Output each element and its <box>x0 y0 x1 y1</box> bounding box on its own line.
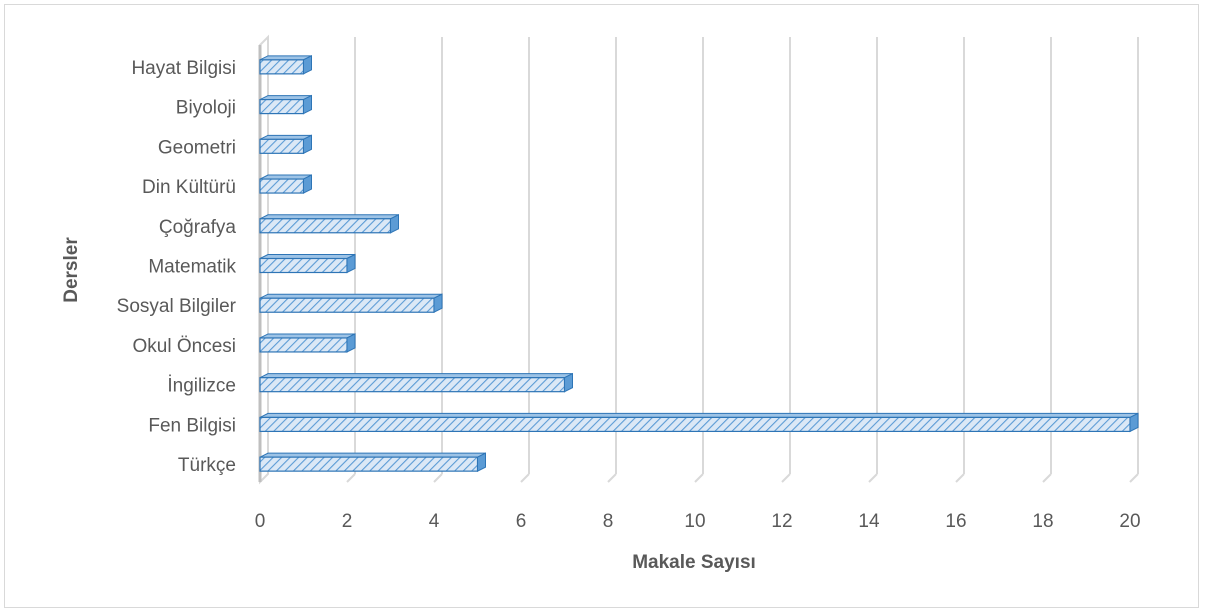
bar-end-face <box>303 134 312 155</box>
gridline-base <box>346 473 356 483</box>
bar-end-face <box>346 253 356 274</box>
bar-front-face <box>259 377 566 393</box>
bar-front-face <box>259 138 305 154</box>
bar-front-face <box>259 178 305 194</box>
y-category-label: Türkçe <box>178 455 236 476</box>
gridline-base <box>1042 473 1052 483</box>
y-category-label: Din Kültürü <box>142 177 236 198</box>
bar-i̇ngilizce <box>259 372 573 393</box>
x-tick-label: 8 <box>603 511 614 532</box>
gridline-base <box>955 473 965 483</box>
gridline-base <box>1129 473 1139 483</box>
x-axis-ticks: 0 2 4 6 8 10 12 14 16 18 20 <box>255 511 1141 532</box>
bar-fen-bilgisi <box>259 412 1139 433</box>
bar-biyoloji <box>259 94 312 115</box>
y-category-label: Geometri <box>158 137 236 158</box>
bar-top-face <box>259 333 356 339</box>
bar-front-face <box>259 257 348 274</box>
bar-geometri <box>259 134 312 155</box>
gridlines <box>346 37 1139 483</box>
bar-end-face <box>303 94 312 115</box>
x-tick-label: 14 <box>858 511 880 532</box>
y-category-label: Fen Bilgisi <box>148 415 236 436</box>
bar-front-face <box>259 59 305 75</box>
bar-front-face <box>259 98 305 115</box>
bar-matematik <box>259 253 356 274</box>
x-tick-label: 16 <box>945 511 966 532</box>
bars <box>259 55 1139 472</box>
bar-end-face <box>346 333 356 353</box>
bar-end-face <box>564 372 573 393</box>
bar-front-face <box>259 337 348 353</box>
x-axis-title: Makale Sayısı <box>632 552 756 573</box>
bar-hayat-bilgisi <box>259 55 312 75</box>
gridline-base <box>520 473 530 483</box>
gridline-base <box>433 473 443 483</box>
bar-front-face <box>259 297 435 313</box>
x-tick-label: 12 <box>771 511 792 532</box>
y-axis-labels: Türkçe Fen Bilgisi İngilizce Okul Öncesi Sos… <box>117 58 237 476</box>
bar-din-kültürü <box>259 174 312 194</box>
x-tick-label: 10 <box>684 511 705 532</box>
chart-frame <box>4 4 1199 608</box>
bar-sosyal-bilgiler <box>259 293 443 314</box>
y-category-label: İngilizce <box>167 376 236 397</box>
x-tick-label: 18 <box>1032 511 1053 532</box>
bar-front-face <box>259 218 392 234</box>
bar-end-face <box>433 293 443 314</box>
y-category-label: Okul Öncesi <box>133 336 236 357</box>
bar-end-face <box>303 55 312 75</box>
gridline-base <box>694 473 704 483</box>
x-tick-label: 2 <box>342 511 353 532</box>
bar-top-face <box>259 254 356 259</box>
y-category-label: Matematik <box>148 257 236 278</box>
bar-top-face <box>259 373 573 379</box>
x-tick-label: 4 <box>429 511 440 532</box>
gridline-base <box>868 473 878 483</box>
bar-okul-öncesi <box>259 333 356 353</box>
bar-end-face <box>477 452 486 472</box>
x-tick-label: 6 <box>516 511 527 532</box>
bar-top-face <box>259 293 443 299</box>
x-tick-label: 0 <box>255 511 266 532</box>
bar-top-face <box>259 452 486 458</box>
bar-front-face <box>259 456 479 472</box>
bar-top-face <box>259 412 1139 418</box>
y-category-label: Hayat Bilgisi <box>131 58 236 79</box>
x-tick-label: 20 <box>1119 511 1140 532</box>
bar-top-face <box>259 214 399 220</box>
gridline-base <box>607 473 617 483</box>
bar-çoğrafya <box>259 213 399 234</box>
y-category-label: Sosyal Bilgiler <box>117 296 237 317</box>
bar-front-face <box>259 416 1131 433</box>
y-category-label: Çoğrafya <box>159 217 237 238</box>
bar-end-face <box>1129 412 1139 433</box>
bar-end-face <box>390 213 399 234</box>
y-category-label: Biyoloji <box>176 98 236 119</box>
bar-türkçe <box>259 452 486 472</box>
gridline-base <box>781 473 791 483</box>
bar-end-face <box>303 174 312 194</box>
y-axis-title: Dersler <box>61 237 82 303</box>
